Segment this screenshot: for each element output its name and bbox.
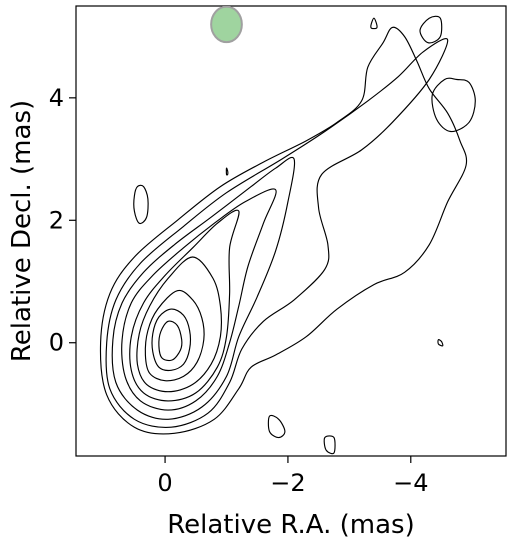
contour-island-6 xyxy=(267,414,286,439)
contour-level-1 xyxy=(158,320,183,362)
y-tick-label: 0 xyxy=(49,329,64,357)
tick-layer: 0 −2 −4 0 2 4 xyxy=(49,84,429,497)
x-axis-title: Relative R.A. (mas) xyxy=(167,510,414,540)
plot-frame xyxy=(75,5,507,457)
contour-island-4 xyxy=(370,17,378,30)
beam-ellipse xyxy=(210,6,243,44)
contour-island-2 xyxy=(419,15,443,44)
x-tick-label: −4 xyxy=(393,469,428,497)
contour-level-6 xyxy=(121,188,277,411)
contour-level-4 xyxy=(136,256,222,393)
y-tick-label: 2 xyxy=(49,206,64,234)
contour-island-3 xyxy=(133,184,149,225)
y-tick-label: 4 xyxy=(49,84,64,112)
contour-island-7 xyxy=(323,435,336,455)
contour-island-9 xyxy=(225,167,229,176)
y-axis-title: Relative Decl. (mas) xyxy=(7,100,37,362)
x-tick-label: 0 xyxy=(157,469,172,497)
contour-island-5 xyxy=(437,0,440,3)
contour-level-3 xyxy=(144,289,205,382)
contour-island-8 xyxy=(437,339,444,347)
contour-level-7 xyxy=(111,156,296,420)
contour-island-1 xyxy=(431,77,476,133)
x-tick-label: −2 xyxy=(270,469,305,497)
contour-level-9 xyxy=(99,26,468,435)
contour-layer xyxy=(99,0,476,455)
contour-level-5 xyxy=(129,209,240,402)
contour-level-2 xyxy=(151,308,191,372)
contour-level-8 xyxy=(105,38,449,428)
